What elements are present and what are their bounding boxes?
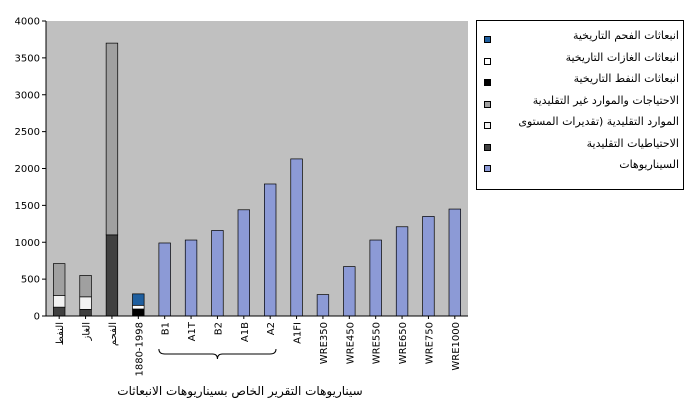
x-tick-label: WRE1000 [451, 322, 462, 371]
legend-label: انبعاثات الغازات التاريخية [565, 50, 679, 64]
x-tick-label: A1FI [293, 322, 304, 344]
bar-segment [79, 296, 92, 310]
y-tick-label: 500 [21, 275, 40, 286]
y-tick-label: 2500 [15, 127, 40, 138]
legend-swatch [484, 36, 491, 43]
bar-segment [79, 275, 92, 298]
legend-swatch [484, 122, 491, 129]
scenario-bar [237, 209, 250, 317]
x-tick-label: 1880-1998 [134, 322, 145, 377]
bar-segment [53, 306, 66, 317]
legend-swatch [484, 165, 491, 172]
x-tick-label: WRE650 [398, 322, 409, 364]
bar-segment [53, 295, 66, 308]
legend-item: انبعاثات الغازات التاريخية [477, 48, 683, 70]
legend-item: السيناريوهات [477, 155, 683, 177]
y-tick-label: 1500 [15, 201, 40, 212]
y-tick-label: 4000 [15, 17, 40, 28]
scenario-bar [448, 208, 461, 317]
legend-swatch [484, 143, 491, 151]
x-tick-label: النفط [55, 322, 66, 345]
scenario-bar [369, 239, 382, 317]
scenario-bar [211, 230, 224, 317]
y-tick-label: 3500 [15, 53, 40, 64]
legend-item: الموارد التقليدية (تقديرات المستوى [477, 112, 683, 134]
scenario-bar [395, 226, 409, 317]
legend: انبعاثات الفحم التاريخية انبعاثات الغازات… [476, 20, 684, 190]
bar-segment [132, 304, 145, 310]
scenario-bracket [158, 348, 277, 360]
y-tick-label: 1000 [15, 238, 40, 249]
scenario-bar [422, 216, 435, 317]
x-axis-label: سيناريوهات التقرير الخاص بسيناريوهات الا… [117, 384, 363, 398]
y-tick-label: 2000 [15, 164, 40, 175]
scenario-bar [158, 242, 171, 317]
x-tick-label: B1 [161, 322, 172, 335]
scenario-bar [316, 294, 330, 317]
legend-swatch [484, 100, 491, 108]
legend-label: السيناريوهات [619, 158, 679, 171]
legend-item: انبعاثات النفط التاريخية [477, 69, 683, 91]
x-tick-label: A2 [266, 322, 277, 335]
legend-label: الموارد التقليدية (تقديرات المستوى [518, 115, 679, 128]
y-tick-label: 0 [34, 312, 40, 323]
bar-segment [132, 293, 145, 306]
x-tick-label: الغاز [82, 322, 93, 342]
x-tick-label: A1T [187, 321, 198, 341]
x-tick-label: A1B [240, 322, 251, 342]
legend-item: الاحتياجات والموارد غير التقليدية [477, 91, 683, 113]
legend-label: انبعاثات النفط التاريخية [573, 72, 679, 85]
x-tick-label: WRE450 [345, 322, 356, 364]
x-tick-label: B2 [213, 322, 224, 335]
legend-label: الاحتياجات والموارد غير التقليدية [532, 93, 679, 107]
legend-item: الاحتياطيات التقليدية [477, 134, 683, 156]
scenario-bar [290, 158, 303, 317]
x-tick-label: WRE350 [319, 322, 330, 364]
legend-item: انبعاثات الفحم التاريخية [477, 26, 683, 48]
legend-label: الاحتياطيات التقليدية [586, 136, 679, 150]
legend-swatch [484, 57, 491, 65]
scenario-bar [184, 239, 198, 317]
y-tick-label: 3000 [15, 90, 40, 101]
scenario-bar [343, 266, 356, 317]
bar-segment [79, 309, 92, 317]
x-tick-label: الفحم [108, 322, 119, 346]
legend-label: انبعاثات الفحم التاريخية [572, 29, 679, 42]
x-tick-label: WRE750 [424, 322, 435, 364]
scenario-bar [264, 183, 277, 317]
x-tick-label: WRE550 [372, 322, 383, 364]
bar-segment [105, 42, 119, 236]
bar-segment [132, 308, 145, 317]
legend-swatch [484, 79, 491, 86]
bar-segment [105, 234, 119, 317]
bar-segment [53, 263, 66, 296]
